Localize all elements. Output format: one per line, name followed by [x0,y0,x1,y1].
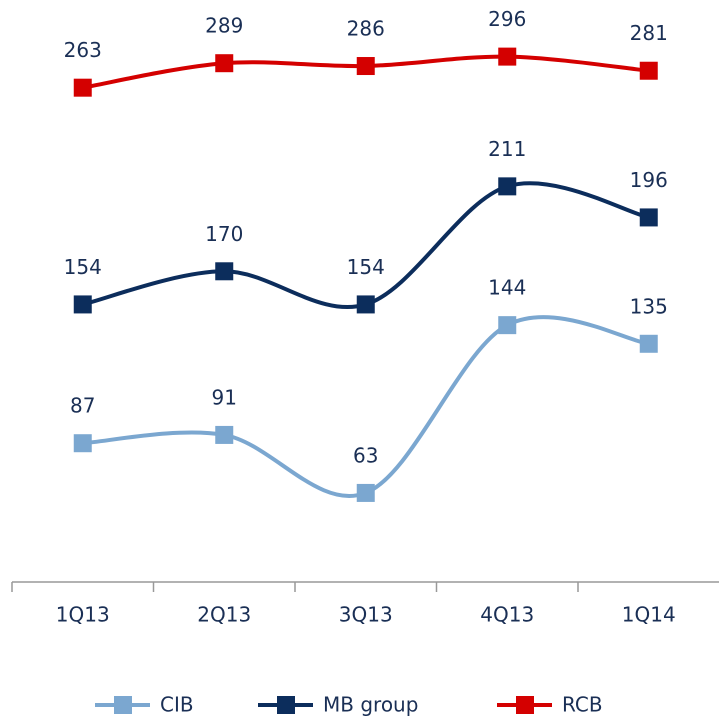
marker [356,57,375,76]
data-label: 154 [347,255,385,279]
marker [639,208,658,227]
legend-label: RCB [562,693,603,717]
data-label: 281 [630,21,668,45]
marker [215,54,234,73]
series-line [82,315,650,498]
legend-label: MB group [323,693,418,717]
data-label: 63 [353,443,378,467]
data-label: 91 [212,385,237,409]
data-label: 289 [205,14,243,38]
legend-marker [114,696,132,714]
data-label: 296 [488,7,526,31]
x-tick-label: 1Q13 [56,603,110,627]
x-tick-label: 1Q14 [622,603,676,627]
legend-marker [277,696,295,714]
legend-marker [516,696,534,714]
data-label: 263 [64,38,102,62]
data-label: 196 [630,168,668,192]
marker [73,295,92,314]
marker [215,262,234,281]
marker [356,295,375,314]
marker [498,47,517,66]
data-label: 211 [488,137,526,161]
data-label: 286 [347,17,385,41]
marker [639,61,658,80]
marker [356,483,375,502]
legend-label: CIB [160,693,194,717]
data-label: 144 [488,276,526,300]
marker [73,78,92,97]
x-tick-label: 2Q13 [197,603,251,627]
series-line [82,181,650,309]
marker [498,316,517,335]
x-tick-label: 3Q13 [339,603,393,627]
marker [498,177,517,196]
marker [639,334,658,353]
data-label: 154 [64,255,102,279]
data-label: 170 [205,222,243,246]
marker [215,425,234,444]
data-label: 135 [630,294,668,318]
data-label: 87 [70,394,95,418]
marker [73,434,92,453]
x-tick-label: 4Q13 [480,603,534,627]
